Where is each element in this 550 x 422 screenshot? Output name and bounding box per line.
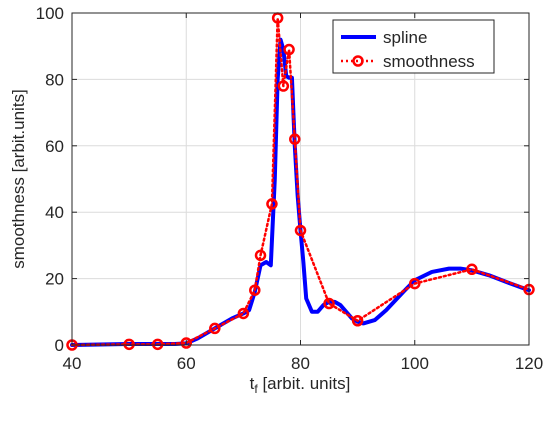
x-axis-label-main: t xyxy=(250,374,255,393)
data-point-smoothness xyxy=(323,297,335,310)
x-tick-label: 120 xyxy=(515,354,543,373)
data-point-smoothness xyxy=(254,249,267,262)
axes xyxy=(71,12,530,346)
y-axis-label: smoothness [arbit.units] xyxy=(9,89,28,269)
data-point-smoothness xyxy=(277,80,290,92)
data-point-smoothness xyxy=(351,315,364,327)
legend-smoothness-marker xyxy=(352,55,364,67)
legend-spline-label: spline xyxy=(383,28,427,47)
y-tick-label: 20 xyxy=(45,270,64,289)
data-point-smoothness xyxy=(180,337,192,349)
data-point-smoothness xyxy=(237,307,250,320)
legend-smoothness-label: smoothness xyxy=(383,52,475,71)
y-tick-label: 80 xyxy=(45,70,64,89)
data-point-smoothness xyxy=(123,338,135,351)
y-tick-label: 60 xyxy=(45,137,64,156)
data-point-smoothness xyxy=(249,284,261,296)
tick-labels: 40 60 80 100 120 0 20 40 60 80 100 xyxy=(36,4,544,373)
data-point-smoothness xyxy=(283,43,295,56)
y-tick-label: 100 xyxy=(36,4,64,23)
legend: spline smoothness xyxy=(332,19,495,74)
y-tick-label: 0 xyxy=(55,336,64,355)
data-point-smoothness xyxy=(209,322,221,335)
y-tick-label: 40 xyxy=(45,203,64,222)
data-point-smoothness xyxy=(151,338,164,351)
data-point-smoothness xyxy=(294,224,307,237)
x-axis-label-units: [arbit. units] xyxy=(258,374,351,393)
data-point-smoothness xyxy=(466,263,478,276)
x-axis-label-subscript: f xyxy=(254,382,258,396)
x-tick-label: 100 xyxy=(401,354,429,373)
x-tick-label: 60 xyxy=(177,354,196,373)
data-point-smoothness xyxy=(409,277,421,290)
x-tick-label: 40 xyxy=(63,354,82,373)
data-point-smoothness xyxy=(289,133,301,145)
data-point-smoothness xyxy=(266,198,278,210)
x-tick-label: 80 xyxy=(291,354,310,373)
x-axis-label: tf [arbit. units] xyxy=(250,374,351,396)
